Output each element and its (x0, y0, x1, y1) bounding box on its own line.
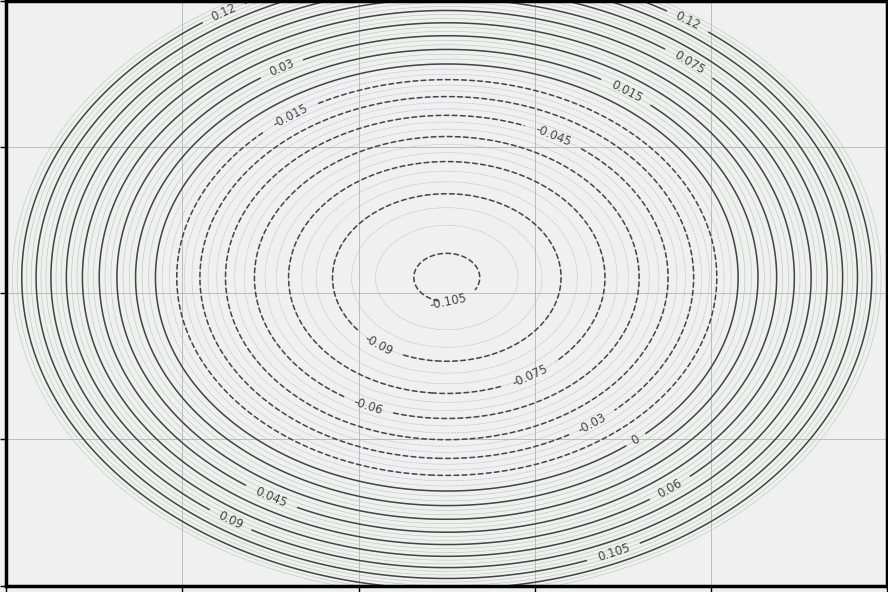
Text: -0.06: -0.06 (352, 395, 385, 417)
Text: -0.045: -0.045 (534, 123, 574, 149)
Text: -0.03: -0.03 (576, 411, 609, 436)
Text: 0: 0 (630, 432, 643, 448)
Text: 0.015: 0.015 (608, 78, 644, 105)
Text: 0.06: 0.06 (655, 477, 685, 501)
Text: -0.105: -0.105 (428, 291, 467, 312)
Text: -0.075: -0.075 (510, 362, 550, 390)
Text: -0.015: -0.015 (271, 102, 310, 131)
Text: 0.03: 0.03 (267, 57, 296, 79)
Text: 0.075: 0.075 (671, 49, 707, 77)
Text: -0.09: -0.09 (362, 332, 395, 358)
Text: 0.12: 0.12 (209, 1, 238, 24)
Text: 0.105: 0.105 (596, 541, 631, 564)
Text: 0.12: 0.12 (673, 9, 702, 33)
Text: 0.045: 0.045 (253, 485, 289, 510)
Text: 0.09: 0.09 (216, 509, 245, 532)
